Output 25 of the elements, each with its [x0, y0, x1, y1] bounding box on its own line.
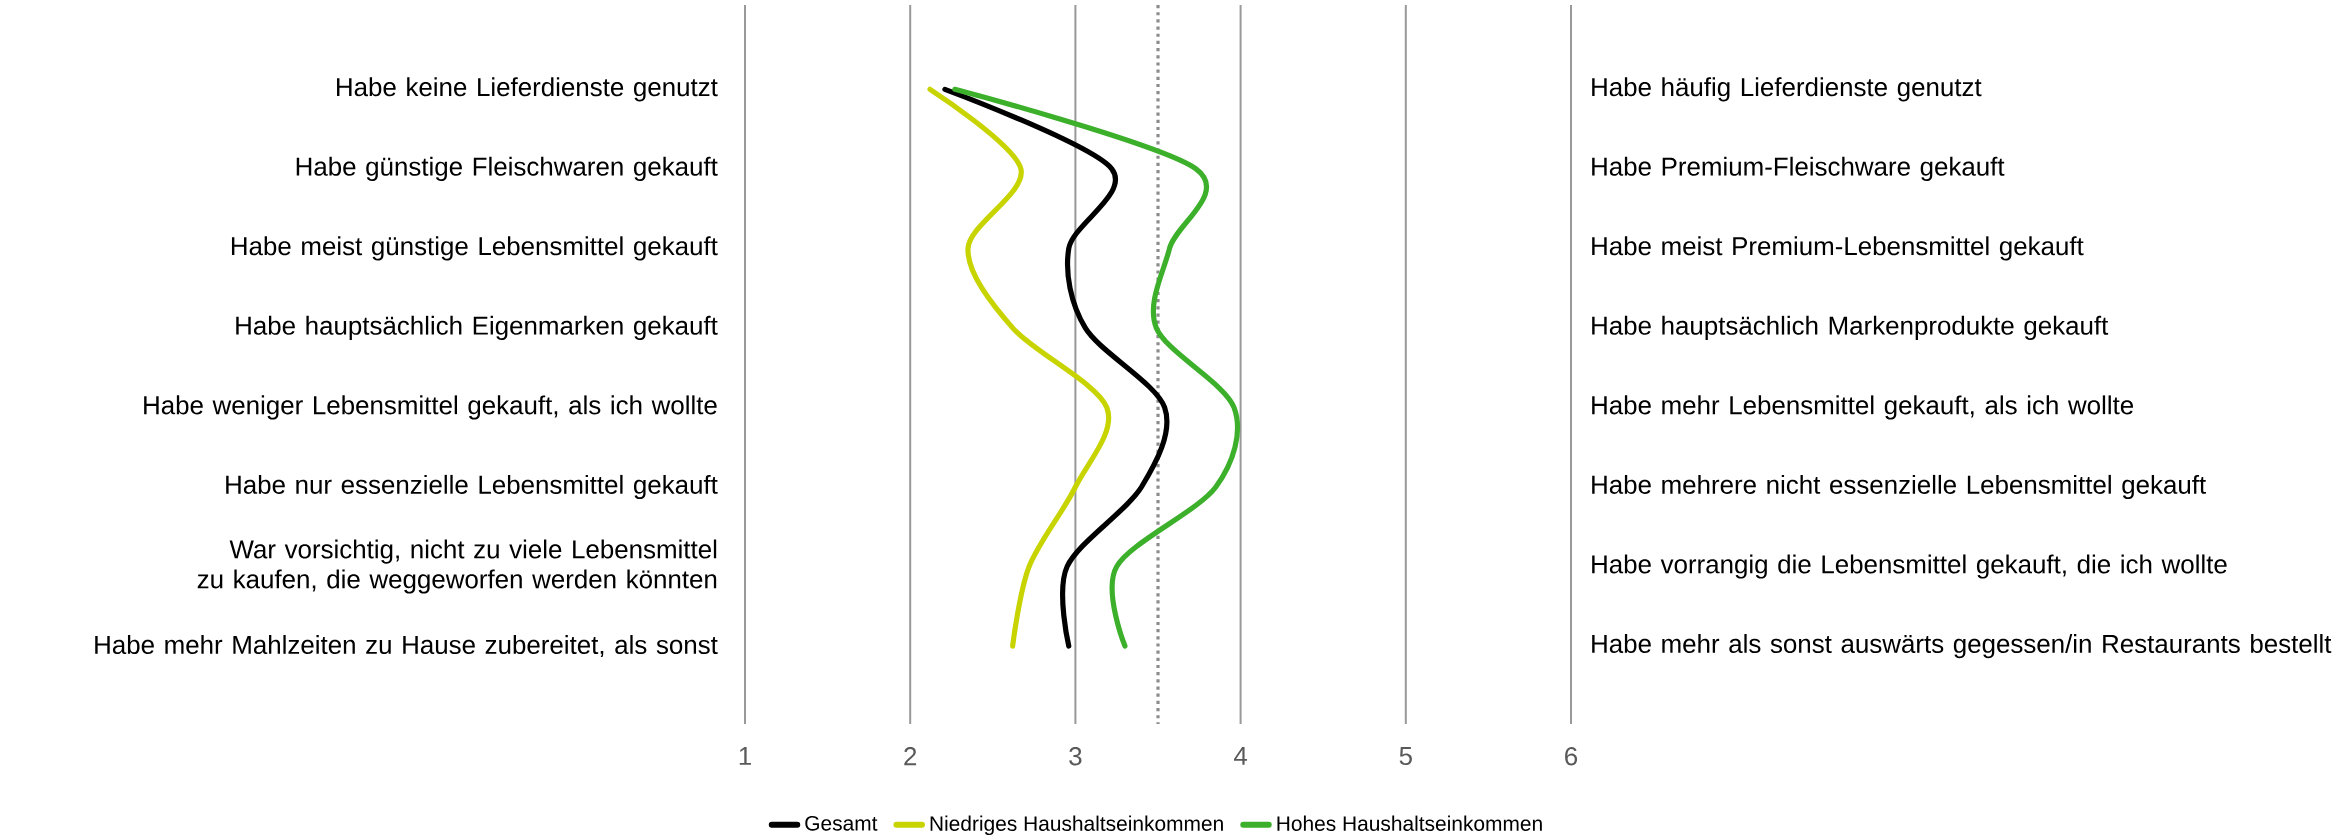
y2-tick-label: Habe vorrangig die Lebensmittel gekauft, die ich wollte: [1592, 554, 2227, 579]
y-tick-label: Habe meist günstige Lebensmittel gekauft: [231, 236, 718, 261]
x-tick-label: 1: [739, 747, 751, 765]
y-tick-label: Habe mehr Mahlzeiten zu Hause zubereitet, als sonst: [95, 635, 718, 658]
y2-tick-label: Habe häufig Lieferdienste genutzt: [1592, 77, 1982, 102]
x-tick-label: 3: [1069, 747, 1082, 766]
x-tick-label: 4: [1233, 747, 1248, 765]
y2-tick-label: Habe mehr Lebensmittel gekauft, als ich wollte: [1592, 395, 2134, 420]
y2-tick-label: Habe hauptsächlich Markenprodukte gekauft: [1592, 315, 2109, 340]
y-tick-label: Habe hauptsächlich Eigenmarken gekauft: [236, 315, 718, 340]
y-tick-label: Habe keine Lieferdienste genutzt: [337, 77, 718, 102]
y-tick-label: Habe weniger Lebensmittel gekauft, als ich wollte: [144, 395, 717, 420]
x-tick-label: 6: [1565, 747, 1578, 766]
y-tick-label: War vorsichtig, nicht zu viele Lebensmittel zu kaufen, die weggeworfen werden könnten: [197, 539, 717, 594]
legend-label: Niedriges Haushaltseinkommen: [930, 815, 1223, 836]
legend-label: Hohes Haushaltseinkommen: [1277, 815, 1542, 831]
y-tick-label: Habe nur essenzielle Lebensmittel gekauft: [226, 474, 718, 500]
x-tick-label: 5: [1399, 747, 1412, 766]
y-tick-label: Habe günstige Fleischwaren gekauft: [296, 156, 718, 181]
x-tick-label: 2: [904, 747, 917, 766]
y2-tick-label: Habe mehrere nicht essenzielle Lebensmittel gekauft: [1592, 474, 2206, 500]
legend-label: Gesamt: [805, 815, 878, 831]
y2-tick-label: Habe mehr als sonst auswärts gegessen/in Restaurants bestellt: [1592, 633, 2332, 659]
y2-tick-label: Habe meist Premium-Lebensmittel gekauft: [1592, 236, 2084, 261]
y2-tick-label: Habe Premium-Fleischware gekauft: [1592, 156, 2005, 181]
